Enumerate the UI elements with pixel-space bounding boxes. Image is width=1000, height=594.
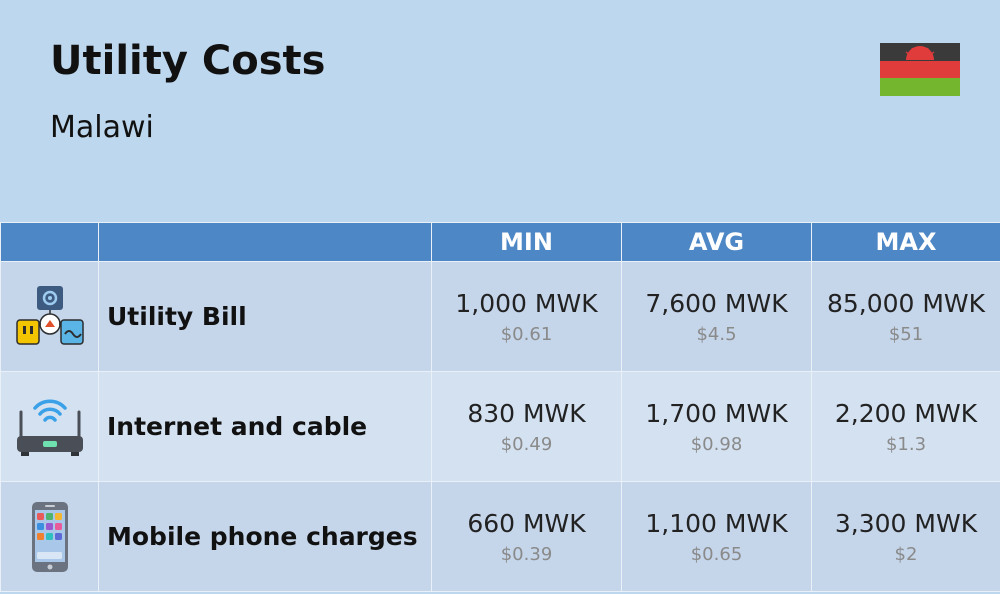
max-cell: 2,200 MWK $1.3 [811,371,1000,482]
min-cell: 830 MWK $0.49 [431,371,622,482]
max-usd: $2 [894,543,918,565]
router-icon [0,371,99,482]
max-local: 2,200 MWK [834,398,978,428]
max-usd: $51 [888,323,924,345]
avg-local: 1,100 MWK [645,508,788,538]
row-label: Mobile phone charges [98,481,432,592]
row-label: Internet and cable [98,371,432,482]
min-cell: 660 MWK $0.39 [431,481,622,592]
header-min: MIN [431,222,622,262]
table-row: Mobile phone charges 660 MWK $0.39 1,100… [0,481,1000,592]
malawi-flag-icon [880,43,960,96]
table-header-row: MIN AVG MAX [0,222,1000,262]
avg-local: 7,600 MWK [645,288,788,318]
min-usd: $0.39 [500,543,553,565]
cost-table: MIN AVG MAX [0,222,1000,592]
avg-cell: 7,600 MWK $4.5 [621,261,812,372]
max-cell: 85,000 MWK $51 [811,261,1000,372]
header-label-col [98,222,432,262]
min-cell: 1,000 MWK $0.61 [431,261,622,372]
max-local: 85,000 MWK [826,288,986,318]
page-title: Utility Costs [50,38,326,84]
avg-usd: $0.65 [690,543,743,565]
table-row: Utility Bill 1,000 MWK $0.61 7,600 MWK $… [0,261,1000,372]
min-usd: $0.49 [500,433,553,455]
avg-local: 1,700 MWK [645,398,788,428]
avg-cell: 1,100 MWK $0.65 [621,481,812,592]
avg-usd: $4.5 [696,323,737,345]
mobile-phone-icon [0,481,99,592]
header: Utility Costs Malawi [0,0,1000,222]
utility-bill-icon [0,261,99,372]
country-name: Malawi [50,110,154,145]
header-icon-col [0,222,99,262]
avg-usd: $0.98 [690,433,743,455]
min-local: 660 MWK [467,508,586,538]
max-usd: $1.3 [885,433,927,455]
min-local: 1,000 MWK [455,288,598,318]
table-row: Internet and cable 830 MWK $0.49 1,700 M… [0,371,1000,482]
avg-cell: 1,700 MWK $0.98 [621,371,812,482]
row-label: Utility Bill [98,261,432,372]
header-max: MAX [811,222,1000,262]
max-local: 3,300 MWK [834,508,978,538]
header-avg: AVG [621,222,812,262]
max-cell: 3,300 MWK $2 [811,481,1000,592]
min-local: 830 MWK [467,398,586,428]
rising-sun-icon [905,46,935,60]
min-usd: $0.61 [500,323,553,345]
